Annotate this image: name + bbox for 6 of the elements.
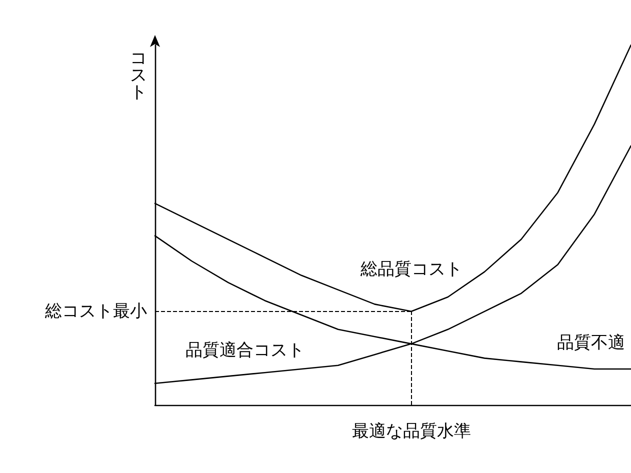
series-label: 品質適合コスト: [185, 340, 304, 361]
series-label: 総品質コスト: [359, 259, 462, 280]
ref-line-label: 総コスト最小: [44, 301, 147, 322]
x-axis-title: 最適な品質水準: [352, 422, 471, 442]
series-label: 品質不適: [557, 333, 625, 353]
y-axis-title: コスト: [130, 48, 147, 102]
